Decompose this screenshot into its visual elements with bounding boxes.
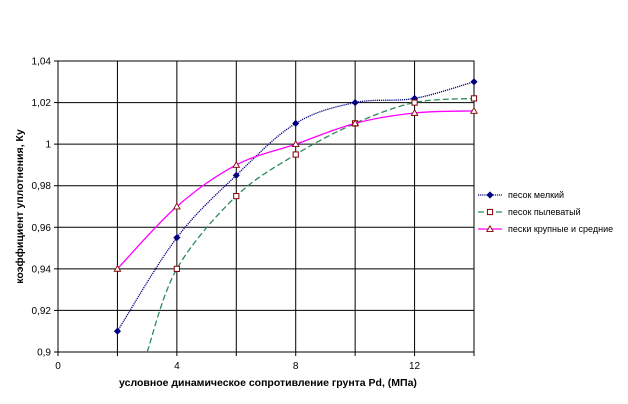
diamond-marker (113, 327, 121, 335)
square-marker (292, 151, 299, 158)
triangle-marker (470, 106, 478, 114)
y-tick-label: 1,04 (32, 57, 52, 68)
grid (57, 60, 475, 353)
legend-label: песок мелкий (508, 190, 564, 200)
y-tick-label: 0,96 (32, 223, 52, 234)
triangle-marker (291, 140, 300, 147)
x-tick-label: 4 (174, 361, 180, 372)
legend-label: пески крупные и средние (508, 224, 613, 234)
series-line (146, 97, 475, 353)
legend-label: песок пылеватый (508, 207, 581, 217)
square-marker (486, 208, 494, 216)
diamond-marker (486, 191, 494, 199)
triangle-marker (232, 160, 241, 168)
y-axis-title: коэффициент уплотнения, Ку (14, 129, 26, 284)
square-marker (470, 95, 478, 102)
triangle-marker (351, 119, 360, 127)
legend-entry: песок пылеватый (478, 207, 581, 217)
y-tick-label: 0,9 (37, 348, 51, 359)
y-tick-label: 1,02 (32, 98, 52, 109)
series-2 (146, 95, 478, 353)
diamond-marker (292, 119, 300, 127)
legend-entry: пески крупные и средние (478, 224, 613, 234)
x-axis-title: условное динамическое сопротивление грун… (119, 377, 417, 389)
square-marker (173, 265, 180, 272)
square-marker (233, 193, 240, 200)
diamond-marker (470, 78, 478, 86)
triangle-marker (172, 202, 181, 210)
series-group (113, 78, 478, 353)
series-1 (113, 78, 478, 335)
y-tick-label: 0,94 (32, 264, 52, 275)
diamond-marker (173, 234, 181, 242)
plot-border (57, 60, 475, 353)
y-tick-label: 0,98 (32, 181, 52, 192)
x-tick-label: 0 (55, 361, 61, 372)
triangle-marker (113, 264, 122, 272)
tick-labels: 0 4 8 12 0,9 0,92 0,94 0,96 0,98 1 1,02 1,04 (32, 57, 421, 373)
legend-entry: песок мелкий (478, 190, 564, 200)
diamond-marker (232, 171, 240, 179)
diamond-marker (351, 99, 359, 107)
triangle-marker (486, 224, 494, 232)
legend: песок мелкий песок пылеватый пески крупные… (478, 190, 613, 234)
triangle-marker (410, 108, 419, 116)
x-tick-label: 12 (409, 361, 421, 372)
y-tick-label: 1 (45, 140, 51, 151)
axes (54, 60, 475, 356)
y-tick-label: 0,92 (32, 306, 52, 317)
x-tick-label: 8 (293, 361, 299, 372)
square-marker (411, 99, 418, 106)
series-3 (113, 106, 478, 272)
